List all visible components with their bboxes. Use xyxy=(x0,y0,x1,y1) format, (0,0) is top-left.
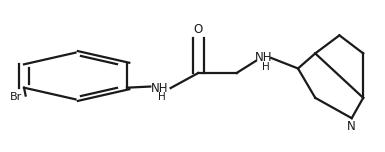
Text: H: H xyxy=(158,92,166,102)
Text: H: H xyxy=(261,62,269,72)
Text: NH: NH xyxy=(151,82,169,95)
Text: O: O xyxy=(194,23,203,36)
Text: Br: Br xyxy=(10,92,23,102)
Text: NH: NH xyxy=(255,51,272,64)
Text: N: N xyxy=(347,120,356,133)
